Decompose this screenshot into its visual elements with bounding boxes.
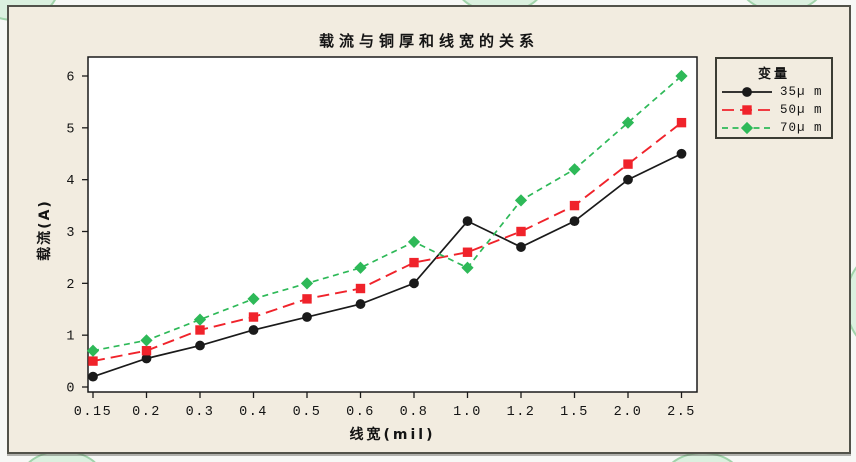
series-0-marker <box>409 278 419 289</box>
x-tick-label: 1.2 <box>507 405 536 420</box>
series-2-marker <box>461 261 474 274</box>
legend-sample-marker <box>740 121 754 135</box>
series-1-marker <box>516 226 526 237</box>
legend-box: 变量 35µ m 50µ m 70µ m <box>715 57 833 139</box>
series-1-marker <box>195 325 205 335</box>
legend-title: 变量 <box>757 67 790 82</box>
x-tick-label: 1.5 <box>560 405 589 420</box>
plot-area: 0 1 2 3 4 5 6 0.15 0.2 0.3 0.4 0.5 0.6 0.8 1.0 1.2 1.5 2.… <box>66 56 698 420</box>
legend-sample-50um <box>722 105 772 115</box>
series-0-line <box>92 152 682 378</box>
series-1-marker <box>302 294 312 304</box>
series-0-marker <box>623 174 633 185</box>
legend-entry-35um: 35µ m <box>717 83 831 101</box>
legend-label: 35µ m <box>780 85 823 99</box>
legend-entry-50um: 50µ m <box>717 101 831 119</box>
x-tick-label: 0.6 <box>346 405 375 420</box>
series-1-marker <box>676 117 687 128</box>
y-tick-label: 3 <box>66 226 76 241</box>
legend-label: 50µ m <box>780 103 823 117</box>
series-1-marker <box>623 159 633 169</box>
series-1-line <box>92 121 683 363</box>
series-2-line <box>92 75 683 352</box>
legend-sample-70um <box>722 121 772 135</box>
series-2-marker <box>675 69 688 83</box>
series-2-marker <box>140 334 153 347</box>
series-2-marker <box>514 194 528 207</box>
y-tick-label: 2 <box>66 278 76 293</box>
y-tick-label: 4 <box>66 174 76 189</box>
series-0-marker <box>195 340 205 351</box>
series-2-marker <box>193 313 207 326</box>
series-2-marker <box>247 292 260 305</box>
legend-sample-marker <box>742 87 752 97</box>
series-1-marker <box>569 200 580 211</box>
series-0-marker <box>462 216 473 227</box>
plot-rect <box>87 56 698 393</box>
series-0-marker <box>355 299 366 309</box>
legend-sample-marker <box>742 105 752 115</box>
series-1-marker <box>462 247 473 257</box>
chart-title: 载流与铜厚和线宽的关系 <box>318 32 539 50</box>
series-0-marker <box>676 148 687 159</box>
legend-entry-70um: 70µ m <box>717 119 831 137</box>
chart-frame: 载流与铜厚和线宽的关系 0 1 2 3 4 5 6 0.15 0.2 0.3 0.4 0.5 0.6 0.… <box>7 5 851 454</box>
series-1-marker <box>248 312 259 322</box>
x-axis-label: 线宽(mil) <box>349 427 436 443</box>
y-tick-label: 0 <box>66 382 76 397</box>
series-1-marker <box>409 257 419 268</box>
x-tick-label: 0.8 <box>400 405 429 420</box>
y-axis-label: 载流(A) <box>37 199 53 261</box>
series-0-marker <box>516 242 526 252</box>
x-tick-label: 0.2 <box>132 405 161 420</box>
y-tick-label: 1 <box>66 330 76 345</box>
series-2-marker <box>354 261 367 274</box>
series-0-marker <box>88 371 98 382</box>
series-2-marker <box>621 116 635 129</box>
series-1-marker <box>141 346 152 356</box>
x-tick-label: 2.5 <box>667 405 696 420</box>
x-tick-label: 2.0 <box>614 405 643 420</box>
x-tick-label: 0.4 <box>239 405 268 420</box>
legend-sample-35um <box>722 87 772 97</box>
series-0-marker <box>569 216 580 227</box>
x-tick-label: 0.5 <box>293 405 322 420</box>
series-2-marker <box>300 277 314 290</box>
series-2-marker <box>568 163 581 176</box>
y-tick-label: 5 <box>66 122 76 137</box>
series-2-marker <box>407 235 421 248</box>
legend-label: 70µ m <box>780 121 823 135</box>
series-1-marker <box>88 356 98 366</box>
x-tick-label: 0.15 <box>74 405 112 420</box>
series-0-marker <box>248 325 259 335</box>
series-0-marker <box>302 312 312 322</box>
series-2-marker <box>86 344 100 357</box>
y-tick-label: 6 <box>66 71 76 86</box>
x-tick-label: 1.0 <box>453 405 482 420</box>
x-tick-label: 0.3 <box>186 405 215 420</box>
series-1-marker <box>355 283 366 294</box>
